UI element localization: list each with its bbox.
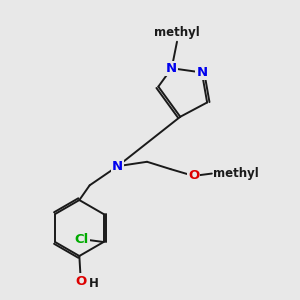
Text: N: N	[112, 160, 123, 173]
Text: methyl: methyl	[154, 26, 200, 39]
Text: O: O	[188, 169, 199, 182]
Text: methyl: methyl	[213, 167, 259, 180]
Text: O: O	[75, 274, 86, 287]
Text: Cl: Cl	[74, 232, 88, 246]
Text: N: N	[166, 62, 177, 75]
Text: N: N	[196, 66, 207, 79]
Text: H: H	[89, 277, 99, 290]
